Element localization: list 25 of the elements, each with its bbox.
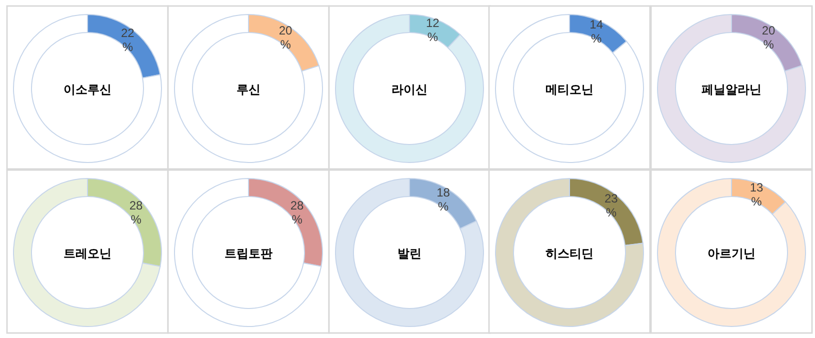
donut-slice (657, 178, 806, 327)
donut-slice (495, 178, 644, 327)
text: 트립토판 (224, 246, 272, 260)
donut-slice (174, 14, 323, 163)
text: 히스티딘 (546, 246, 594, 260)
text: 발린 (398, 246, 422, 260)
text: 아르기닌 (708, 246, 756, 260)
donut-slice (335, 14, 484, 163)
donut-slice (657, 14, 806, 163)
donut-slice (335, 178, 484, 327)
text: 이소루신 (64, 82, 112, 96)
data-label: 20% (278, 24, 293, 52)
donut-slice (495, 14, 644, 163)
text: 루신 (236, 82, 260, 96)
text: 페닐알라닌 (702, 82, 762, 96)
data-label: 12% (426, 16, 440, 44)
text: 라이신 (392, 82, 428, 96)
text: 트레오닌 (64, 246, 112, 260)
donut-slice (174, 178, 322, 327)
data-label: 28% (129, 198, 144, 226)
donut-slice (13, 178, 161, 327)
data-label: 13% (750, 180, 764, 209)
donut-slice (13, 14, 162, 163)
text: 메티오닌 (546, 82, 594, 96)
data-label: 20% (762, 24, 776, 52)
